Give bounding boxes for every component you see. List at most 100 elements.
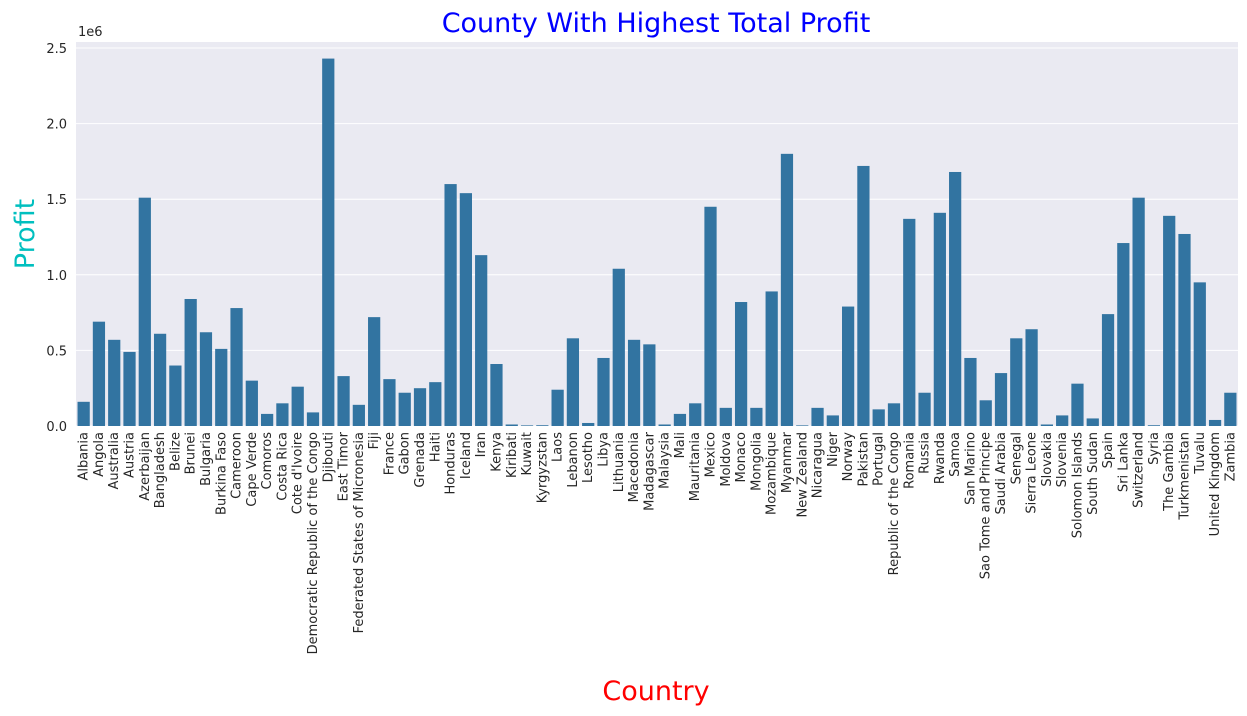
bar (1208, 419, 1222, 426)
bar (643, 344, 656, 426)
x-tick-label: Kuwait (520, 432, 535, 475)
x-tick-label: Monaco (734, 432, 749, 483)
bar (215, 348, 228, 426)
bar (918, 392, 931, 426)
bar (719, 407, 732, 426)
bar (1147, 425, 1161, 426)
bar (352, 404, 365, 426)
bar (933, 212, 946, 426)
bar (1193, 282, 1206, 426)
bar (413, 388, 427, 426)
bar (994, 373, 1008, 426)
bar (475, 255, 488, 426)
x-tick-label: Lesotho (581, 432, 596, 483)
x-tick-label: Syria (1147, 432, 1162, 465)
bar (77, 401, 90, 426)
bar (1101, 314, 1115, 426)
x-tick-label: Sri Lanka (1116, 432, 1131, 492)
bar (658, 424, 671, 426)
bar (734, 302, 748, 426)
x-tick-label: Angola (92, 432, 107, 477)
bar (1132, 197, 1145, 426)
x-tick-label: Mexico (704, 432, 719, 477)
x-tick-label: Grenada (413, 432, 428, 488)
x-tick-label: Australia (107, 432, 122, 490)
x-tick-label: Cote d'Ivoire (291, 432, 306, 514)
y-tick-label: 2.5 (46, 42, 67, 57)
bar (1163, 215, 1176, 426)
bar (398, 392, 411, 426)
bar (903, 218, 916, 426)
x-tick-label: Samoa (948, 432, 963, 477)
x-tick-label: New Zealand (795, 432, 810, 517)
bar (566, 338, 580, 426)
bar (964, 357, 977, 426)
x-tick-label: Madagascar (642, 431, 657, 511)
chart-title: County With Highest Total Profit (442, 8, 871, 39)
y-tick-labels: 0.0 0.5 1.0 1.5 2.0 2.5 (46, 42, 67, 435)
bar (108, 339, 121, 426)
bar (505, 424, 518, 426)
x-tick-label: Senegal (1009, 432, 1024, 484)
x-tick-label: Saudi Arabia (994, 432, 1009, 515)
bar (811, 407, 824, 426)
bar (612, 268, 625, 426)
bar (1086, 418, 1099, 426)
bar (597, 357, 610, 426)
x-tick-label: Fiji (367, 432, 382, 449)
bar (704, 206, 717, 426)
x-tick-label: San Marino (963, 432, 978, 505)
bar (979, 400, 992, 426)
bar (673, 413, 687, 426)
x-tick-label: Albania (77, 432, 92, 481)
bar (1117, 243, 1130, 426)
bar (1056, 415, 1069, 426)
x-tick-label: Comoros (260, 432, 275, 490)
bar (796, 425, 809, 426)
x-tick-label: Niger (826, 431, 841, 467)
x-tick-label: Sao Tome and Principe (979, 432, 994, 579)
x-tick-label: Kyrgyzstan (535, 432, 550, 503)
bar (123, 351, 136, 426)
x-tick-label: Malaysia (658, 432, 673, 489)
bar (1224, 392, 1237, 426)
bar (887, 403, 901, 426)
x-tick-label: Tuvalu (1193, 432, 1208, 475)
bar (949, 171, 962, 426)
bar (337, 376, 350, 426)
x-tick-label: Myanmar (780, 431, 795, 493)
x-axis-label: Country (602, 676, 709, 707)
bar (368, 317, 381, 426)
bar (322, 58, 335, 427)
x-tick-label: Democratic Republic of the Congo (306, 432, 321, 654)
y-tick-label: 0.5 (46, 344, 67, 359)
x-tick-label: Austria (123, 432, 138, 478)
bar (444, 184, 457, 426)
bar (230, 308, 243, 426)
bar (199, 332, 213, 426)
bar (1040, 424, 1053, 426)
bar (245, 380, 258, 426)
bar (536, 425, 549, 426)
x-tick-label: Rwanda (933, 432, 948, 484)
x-tick-label: Iceland (459, 432, 474, 479)
x-tick-label: South Sudan (1086, 432, 1101, 515)
x-tick-label: Haiti (428, 432, 443, 462)
x-tick-label: Zambia (1223, 432, 1238, 481)
bar (92, 321, 106, 426)
x-tick-label: Burkina Faso (214, 432, 229, 515)
bar (857, 165, 870, 426)
y-tick-label: 1.0 (46, 269, 67, 284)
x-tick-label: Mongolia (749, 432, 764, 491)
bar (582, 422, 595, 426)
bar (1010, 338, 1023, 426)
x-tick-label: Lithuania (612, 432, 627, 492)
bar (872, 409, 885, 426)
x-tick-label: Romania (902, 432, 917, 489)
bar (490, 364, 503, 426)
x-tick-label: Mali (673, 432, 688, 458)
bar (184, 298, 197, 426)
x-tick-label: Spain (1101, 432, 1116, 468)
bar (520, 425, 534, 426)
